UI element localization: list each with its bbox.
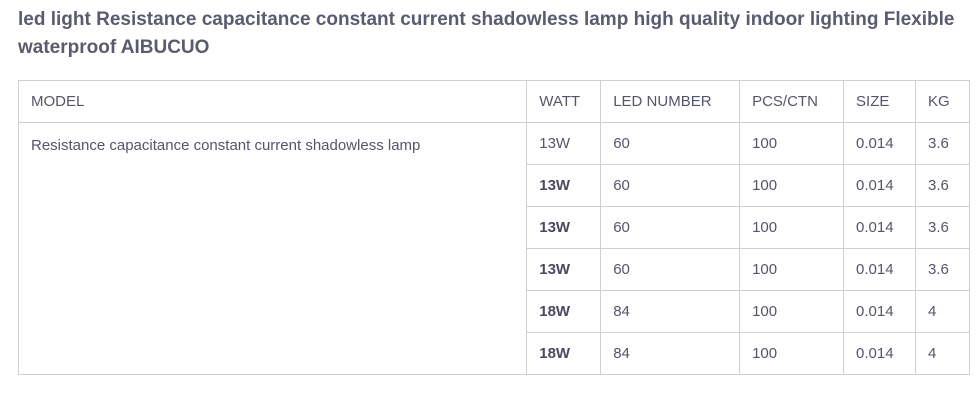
table-body: Resistance capacitance constant current …	[17, 122, 970, 375]
table-row: 18W 84 100 0.014 4	[19, 332, 970, 375]
table-cell: 60	[600, 248, 741, 291]
table-cell: 100	[739, 206, 845, 249]
table-cell: 13W	[526, 164, 602, 207]
title: led light Resistance capacitance constan…	[18, 9, 955, 58]
table-cell: 0.014	[843, 206, 916, 249]
column-header: MODEL	[17, 80, 528, 123]
table-cell: 0.014	[843, 248, 916, 291]
table-cell: 13W	[526, 206, 602, 249]
table-row: 18W 84 100 0.014 4	[19, 290, 970, 333]
table-cell: 100	[739, 290, 845, 333]
table-cell: 13W	[526, 122, 602, 165]
column-header: WATT	[526, 80, 602, 123]
table-cell: 100	[739, 164, 845, 207]
column-header: LED NUMBER	[600, 80, 741, 123]
table-cell: 100	[739, 248, 845, 291]
column-header: PCS/CTN	[739, 80, 845, 123]
spec-table: MODEL WATT LED NUMBER PCS/CTN SIZE KG Resista…	[17, 80, 970, 375]
table-row: 13W 60 100 0.014 3.6	[19, 206, 970, 249]
table-cell: 3.6	[915, 206, 970, 249]
header-row: MODEL WATT LED NUMBER PCS/CTN SIZE KG	[17, 80, 970, 123]
model-cell: Resistance capacitance constant current …	[17, 122, 528, 375]
table-cell: 100	[739, 122, 845, 165]
table-cell: 100	[739, 332, 845, 375]
table-cell: 3.6	[915, 122, 970, 165]
table-cell: 3.6	[915, 164, 970, 207]
table-cell: 4	[915, 332, 970, 375]
table-cell: 60	[600, 122, 741, 165]
column-header: SIZE	[843, 80, 916, 123]
table-cell: 4	[915, 290, 970, 333]
table-cell: 0.014	[843, 332, 916, 375]
table-row: Resistance capacitance constant current …	[17, 122, 970, 375]
table-cell: 13W	[526, 248, 602, 291]
table-cell: 84	[600, 290, 741, 333]
table-cell: 0.014	[843, 164, 916, 207]
table-row: 13W 60 100 0.014 3.6	[19, 164, 970, 207]
table-cell: 18W	[526, 332, 602, 375]
table-cell: 0.014	[843, 122, 916, 165]
table-cell: 3.6	[915, 248, 970, 291]
table-cell: 60	[600, 206, 741, 249]
table-row: 13W 60 100 0.014 3.6	[19, 248, 970, 291]
table-cell: 60	[600, 164, 741, 207]
column-header: KG	[915, 80, 970, 123]
table-cell: 18W	[526, 290, 602, 333]
table-cell: 84	[600, 332, 741, 375]
table-cell: 0.014	[843, 290, 916, 333]
